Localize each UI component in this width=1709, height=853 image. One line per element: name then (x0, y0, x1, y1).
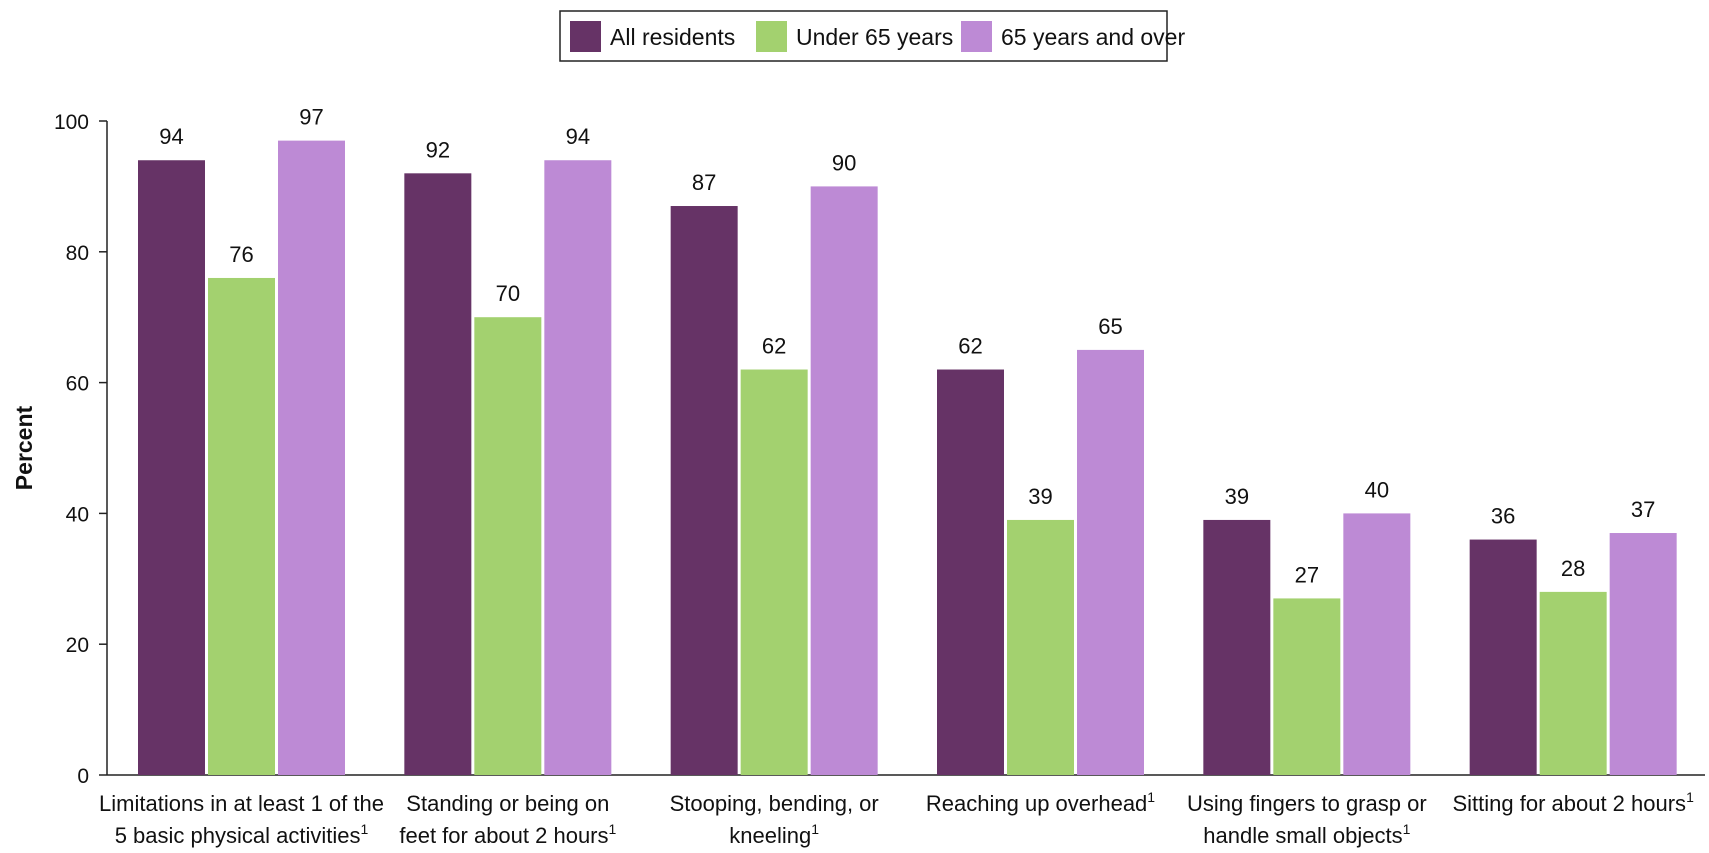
category-label: Sitting for about 2 hours1 (1452, 789, 1694, 816)
category-label: Standing or being on (406, 791, 609, 816)
category-label: Limitations in at least 1 of the (99, 791, 384, 816)
footnote-marker: 1 (1147, 789, 1155, 805)
y-tick-label: 20 (66, 634, 89, 657)
footnote-marker: 1 (360, 821, 368, 837)
footnote-marker: 1 (1403, 821, 1411, 837)
bar (278, 140, 345, 775)
legend-swatch (756, 21, 787, 52)
value-label: 76 (229, 242, 253, 267)
value-label: 36 (1491, 504, 1515, 529)
value-label: 97 (299, 105, 323, 130)
bar (1343, 513, 1411, 775)
category-label: handle small objects1 (1203, 821, 1410, 848)
bar (670, 206, 738, 775)
bar (404, 173, 472, 775)
value-label: 62 (958, 334, 982, 359)
value-label: 65 (1098, 314, 1122, 339)
y-tick-label: 40 (66, 503, 89, 526)
value-label: 70 (496, 281, 520, 306)
bar (474, 317, 542, 775)
y-tick-label: 60 (66, 373, 89, 396)
value-label: 62 (762, 334, 786, 359)
value-label: 94 (159, 124, 183, 149)
value-label: 87 (692, 170, 716, 195)
value-label: 92 (426, 137, 450, 162)
bar (544, 160, 612, 776)
bars (138, 140, 1677, 776)
legend-box (559, 10, 1168, 62)
category-label: 5 basic physical activities1 (115, 821, 369, 848)
bar (138, 160, 205, 776)
value-label: 39 (1028, 484, 1052, 509)
legend-swatch (961, 21, 992, 52)
footnote-marker: 1 (609, 821, 617, 837)
bar (1469, 539, 1537, 775)
legend-swatch (570, 21, 601, 52)
bar (740, 369, 808, 775)
footnote-marker: 1 (1686, 789, 1694, 805)
value-label: 90 (832, 150, 856, 175)
value-label: 39 (1225, 484, 1249, 509)
bar (1077, 349, 1144, 775)
category-label: feet for about 2 hours1 (399, 821, 616, 848)
category-label: Using fingers to grasp or (1187, 791, 1427, 816)
category-label: Reaching up overhead1 (926, 789, 1155, 816)
footnote-marker: 1 (811, 821, 819, 837)
value-label: 28 (1561, 556, 1585, 581)
value-label: 27 (1295, 562, 1319, 587)
bar (937, 369, 1004, 775)
bar (1007, 519, 1074, 775)
y-tick-label: 100 (54, 111, 89, 134)
bar (1609, 533, 1677, 775)
bar (810, 186, 878, 775)
legend-label: 65 years and over (1001, 24, 1185, 50)
value-label: 37 (1631, 497, 1655, 522)
legend-label: All residents (610, 24, 735, 50)
y-axis: 0 20 40 60 80 100 (54, 111, 1705, 788)
category-label: kneeling1 (729, 821, 819, 848)
bar (1273, 598, 1341, 775)
category-label: Stooping, bending, or (670, 791, 879, 816)
legend: All residents Under 65 years 65 years and … (559, 10, 1185, 62)
y-tick-label: 0 (77, 765, 89, 788)
category-labels: Limitations in at least 1 of the 5 basic … (99, 789, 1694, 848)
legend-label: Under 65 years (796, 24, 953, 50)
bar (208, 277, 275, 775)
value-label: 94 (566, 124, 590, 149)
bar (1539, 591, 1607, 775)
y-tick-label: 80 (66, 242, 89, 265)
bar (1203, 519, 1271, 775)
value-label: 40 (1365, 477, 1389, 502)
value-labels: 94 76 97 92 70 94 87 62 90 62 39 65 39 27 40 36 28 37 (159, 105, 1655, 588)
y-axis-label: Percent (11, 405, 37, 490)
